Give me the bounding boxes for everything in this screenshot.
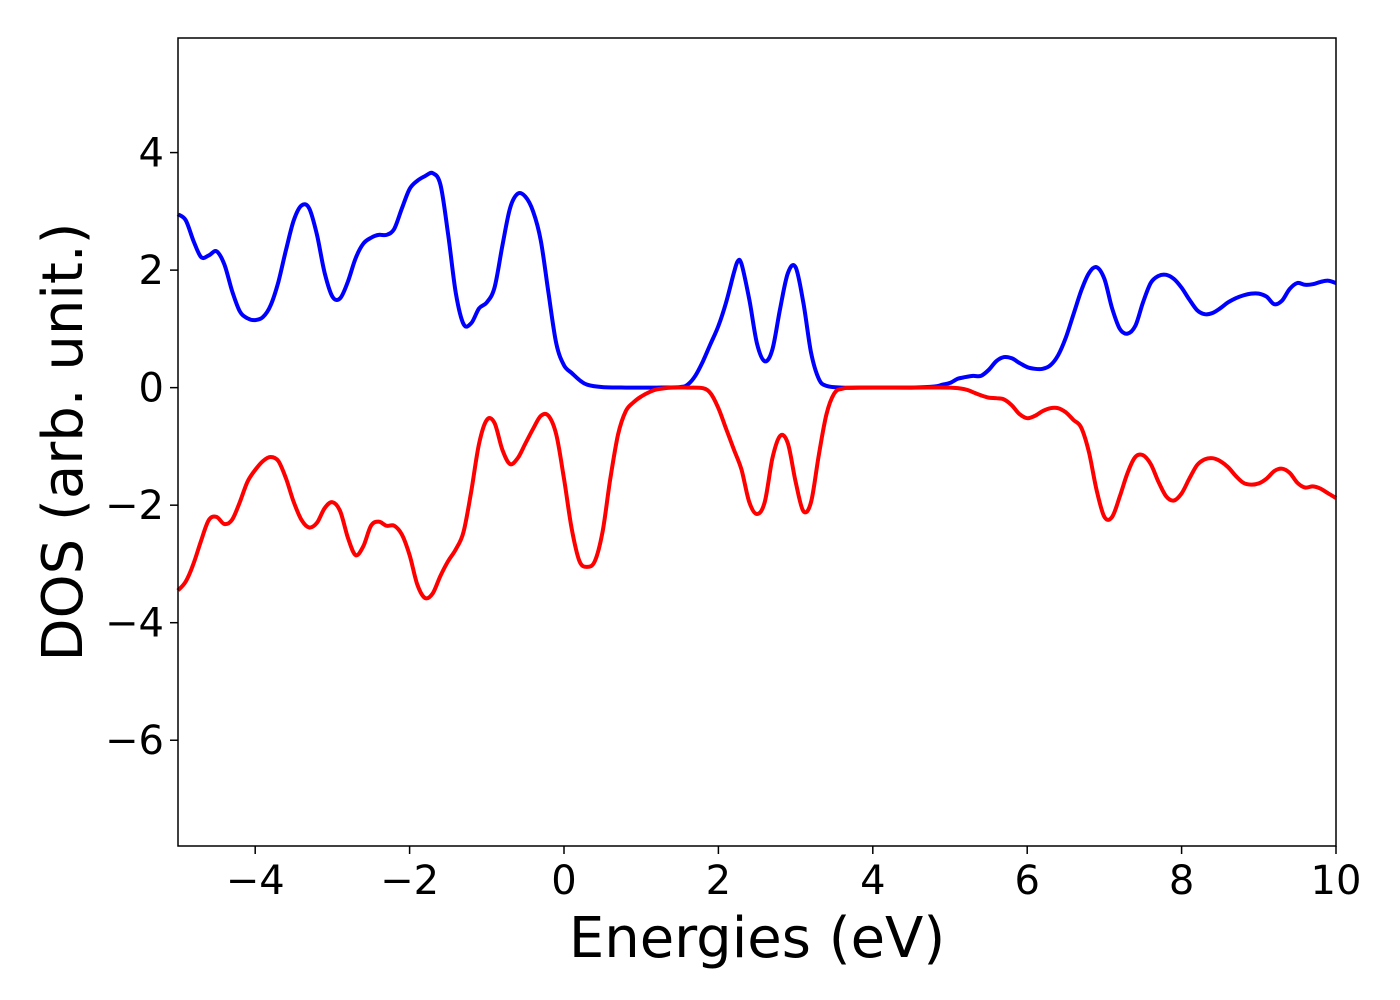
x-tick-label: 6	[1014, 858, 1039, 904]
x-tick-label: 8	[1169, 858, 1194, 904]
plot-frame	[177, 37, 1337, 847]
y-tick-label: −6	[105, 718, 164, 764]
y-tick-label: −2	[105, 483, 164, 529]
x-axis-label: Energies (eV)	[569, 906, 945, 971]
series-line-blue	[176, 170, 1337, 390]
y-tick-label: −4	[105, 601, 164, 647]
series-line-red	[176, 385, 1338, 601]
x-tick-label: 2	[706, 858, 731, 904]
y-tick-label: 4	[139, 131, 164, 177]
x-tick-label: −4	[226, 858, 285, 904]
x-tick-label: 4	[860, 858, 885, 904]
x-tick-label: 0	[551, 858, 576, 904]
y-tick-label: 0	[139, 366, 164, 412]
y-axis-ticks: −6 −4 −2 0 2 4	[105, 131, 178, 764]
x-tick-label: 10	[1311, 858, 1362, 904]
series-layer	[176, 170, 1338, 601]
plot-background	[178, 38, 1336, 846]
y-axis-label: DOS (arb. unit.)	[31, 222, 96, 661]
x-tick-label: −2	[380, 858, 439, 904]
x-axis-ticks: −4 −2 0 2 4 6 8 10	[226, 846, 1362, 904]
y-tick-label: 2	[139, 248, 164, 294]
